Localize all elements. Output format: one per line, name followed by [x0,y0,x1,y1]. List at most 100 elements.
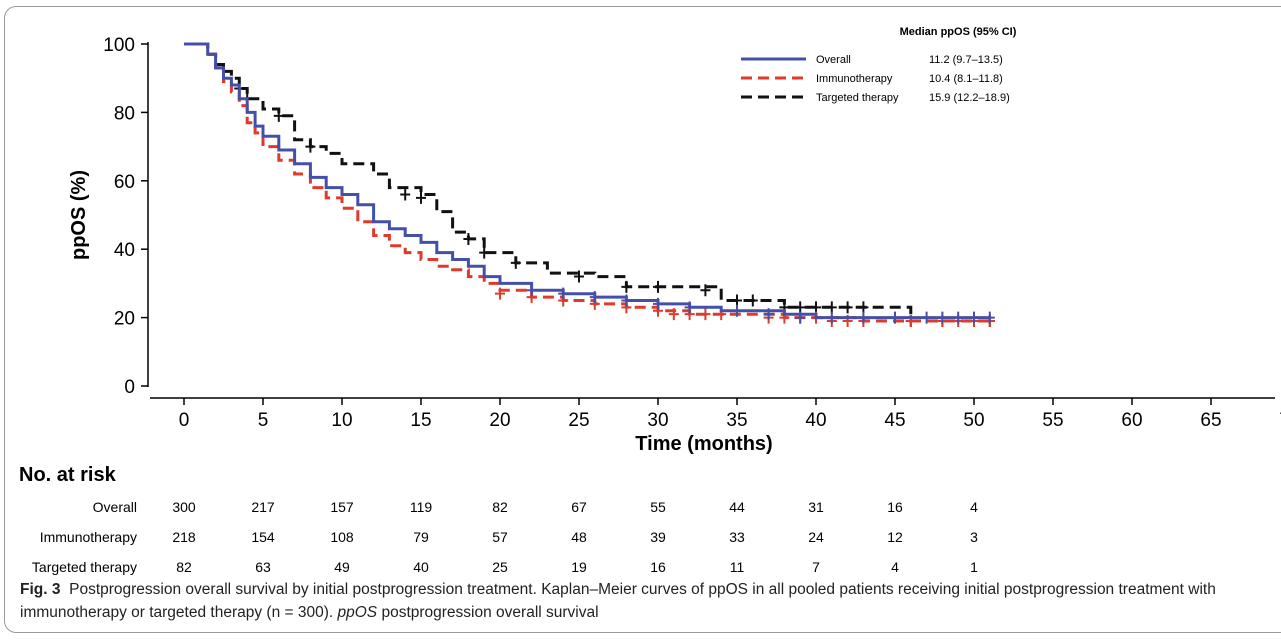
at-risk-value: 44 [729,499,745,515]
legend-median: 11.2 (9.7–13.5) [929,54,1003,66]
at-risk-value: 154 [251,529,275,545]
at-risk-value: 40 [413,559,429,575]
censor-mark [668,308,679,321]
at-risk-row-label: Overall [93,499,137,515]
censor-mark [653,280,663,293]
at-risk-value: 33 [729,529,745,545]
at-risk-value: 31 [808,499,824,515]
at-risk-value: 55 [650,499,666,515]
censor-mark [937,311,948,324]
caption-text: Postprogression overall survival by init… [20,581,1216,621]
x-axis-title: Time (months) [635,433,772,455]
censor-mark [700,308,711,321]
x-tick-label: 40 [805,410,826,431]
censor-mark [858,311,869,324]
at-risk-value: 3 [970,529,978,545]
x-tick-label: 45 [884,410,905,431]
censor-mark [621,294,632,307]
censor-mark [621,280,632,293]
km-plot: 0 20 40 60 80 100 0 5 10 15 20 25 30 35 40 45 50 55 60 65 70… [19,26,1281,575]
at-risk-row-label: Targeted therapy [32,559,137,575]
curve-targeted-therapy [184,42,990,323]
x-tick-label: 20 [489,410,510,431]
censor-mark [842,301,853,314]
censor-mark [400,188,411,201]
caption-abbr: ppOS [337,604,378,621]
x-tick-label: 25 [568,410,589,431]
y-tick-label: 100 [103,35,135,56]
censor-mark [969,311,979,324]
y-axis-title: ppOS (%) [68,170,90,260]
at-risk-value: 12 [887,529,903,545]
censor-mark [510,256,521,269]
censor-mark [479,246,490,259]
axes: 0 20 40 60 80 100 0 5 10 15 20 25 30 35 40 45 50 55 60 65 70… [68,35,1281,455]
censor-mark [684,301,695,314]
y-tick-label: 0 [124,377,135,398]
legend: Median ppOS (95% CI) Overall 11.2 (9.7–13.… [741,26,1017,104]
x-tick-label: 5 [258,410,269,431]
censor-mark [700,284,711,297]
at-risk-value: 79 [413,529,429,545]
caption-abbr-def: postprogression overall survival [381,604,599,621]
censor-mark [858,301,869,314]
censor-mark [747,294,758,307]
censor-mark [558,287,569,300]
legend-label: Targeted therapy [816,92,899,104]
at-risk-value: 39 [650,529,666,545]
x-tick-label: 10 [331,410,352,431]
censor-mark [273,109,284,122]
at-risk-value: 4 [970,499,978,515]
at-risk-value: 67 [571,499,587,515]
x-tick-label: 55 [1042,410,1063,431]
censor-mark [826,301,837,314]
legend-label: Overall [816,54,851,66]
censor-mark [890,311,900,324]
at-risk-title: No. at risk [19,464,117,486]
y-tick-label: 20 [114,309,135,330]
censor-mark [795,301,806,314]
legend-median: 15.9 (12.2–18.9) [929,92,1010,104]
caption-label: Fig. 3 [20,581,61,598]
censor-mark [589,291,600,304]
censor-mark [732,294,742,307]
curve-immunotherapy [184,42,990,323]
censor-mark [921,311,932,324]
at-risk-value: 49 [334,559,350,575]
censor-mark [416,191,426,204]
at-risk-value: 4 [891,559,899,575]
at-risk-value: 82 [176,559,192,575]
at-risk-value: 63 [255,559,271,575]
x-tick-label: 50 [963,410,984,431]
y-tick-label: 60 [114,172,135,193]
censor-mark [795,311,806,324]
censor-mark [763,308,774,321]
censor-mark [811,301,821,314]
x-tick-label: 35 [726,410,747,431]
censor-mark [526,284,537,297]
censor-mark [953,311,964,324]
y-tick-label: 80 [114,103,135,124]
censor-mark [574,270,584,283]
figure-frame [4,6,1281,633]
legend-title: Median ppOS (95% CI) [900,26,1017,38]
censor-mark [984,311,995,324]
at-risk-value: 157 [330,499,354,515]
at-risk-value: 25 [492,559,508,575]
at-risk-value: 300 [172,499,196,515]
x-tick-label: 30 [647,410,668,431]
at-risk-value: 11 [730,559,745,575]
legend-label: Immunotherapy [816,73,893,85]
at-risk-value: 218 [172,529,196,545]
at-risk-value: 16 [650,559,666,575]
y-tick-label: 40 [114,240,135,261]
censor-mark [495,287,505,300]
at-risk-value: 217 [251,499,275,515]
censor-mark [305,140,316,153]
at-risk-value: 1 [970,559,978,575]
at-risk-value: 24 [808,529,824,545]
censor-mark [732,304,742,317]
x-tick-label: 0 [179,410,190,431]
x-tick-label: 70 [1279,410,1281,431]
